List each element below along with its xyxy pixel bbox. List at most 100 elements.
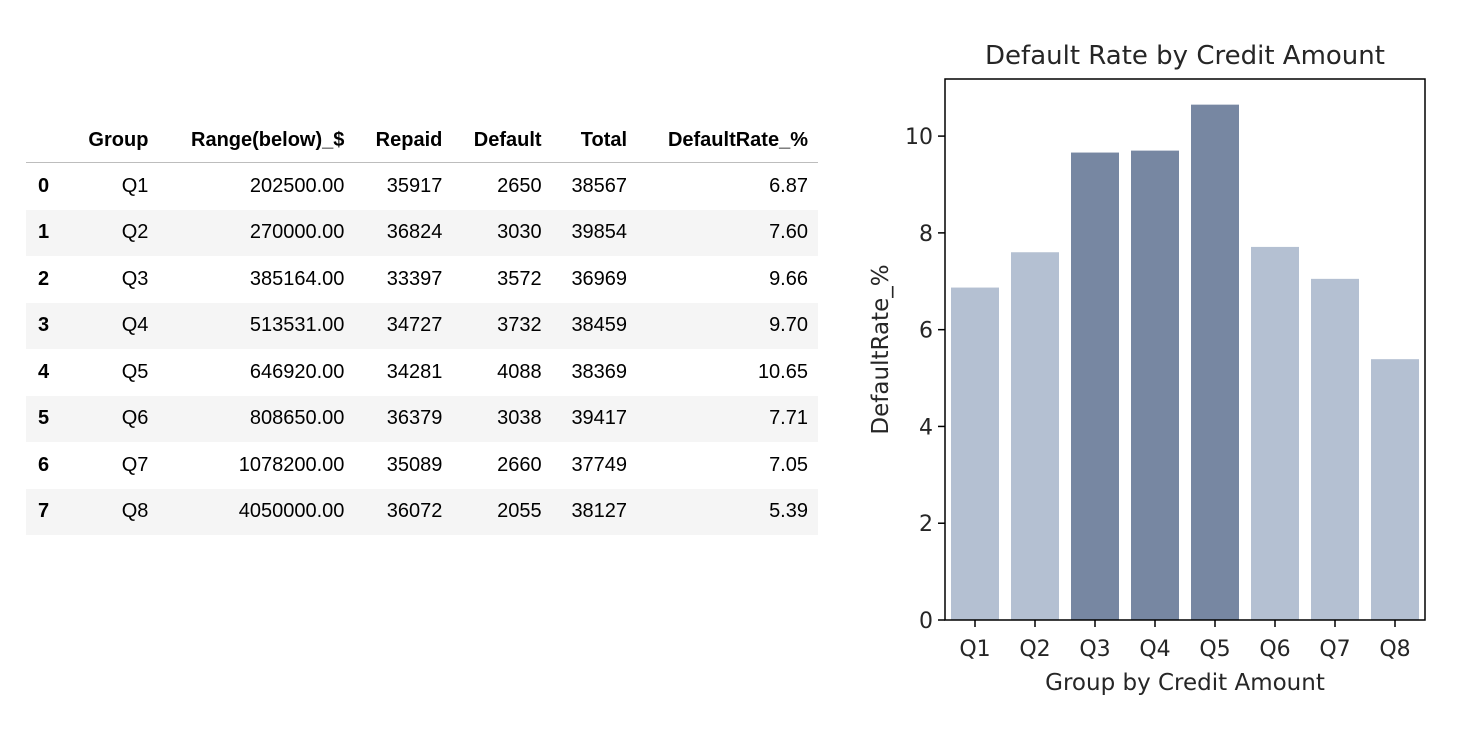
table-cell-total: 38459 [571, 314, 628, 337]
x-tick-label-q1: Q1 [959, 637, 990, 662]
table-cell-index: 0 [38, 174, 50, 197]
y-tick-label: 2 [919, 512, 933, 537]
y-tick-label: 8 [919, 222, 933, 247]
table-row: 4 Q5 646920.00 34281 4088 38369 10.65 [26, 349, 818, 396]
table-cell-default: 3038 [497, 407, 542, 430]
table-cell-repaid: 35917 [386, 174, 443, 197]
table-cell-repaid: 36824 [386, 221, 443, 244]
column-header-defaultrate: DefaultRate_% [637, 118, 818, 163]
table-cell-repaid: 35089 [386, 453, 443, 476]
bar-q5 [1191, 104, 1239, 621]
table-row: 5 Q6 808650.00 36379 3038 39417 7.71 [26, 395, 818, 442]
table-cell-group: Q4 [121, 314, 149, 337]
table-cell-default: 2660 [497, 453, 542, 476]
table-cell-defaultrate: 7.71 [769, 407, 808, 430]
table-row: 0 Q1 202500.00 35917 2650 38567 6.87 [26, 163, 818, 210]
table-cell-total: 38567 [571, 174, 628, 197]
table-cell-group: Q7 [121, 453, 149, 476]
table-cell-defaultrate: 9.70 [769, 314, 808, 337]
bar-q3 [1071, 152, 1119, 620]
table-cell-range: 202500.00 [249, 174, 345, 197]
table-cell-defaultrate: 10.65 [757, 360, 808, 383]
table-cell-total: 38127 [571, 500, 628, 523]
table-cell-range: 4050000.00 [238, 500, 345, 523]
table-cell-defaultrate: 7.05 [769, 453, 808, 476]
table-cell-total: 36969 [571, 267, 628, 290]
table-row: 3 Q4 513531.00 34727 3732 38459 9.70 [26, 302, 818, 349]
table-cell-group: Q2 [121, 221, 149, 244]
table-cell-range: 270000.00 [249, 221, 345, 244]
column-header-range: Range(below)_$ [158, 118, 355, 163]
table-cell-group: Q5 [121, 360, 149, 383]
x-tick-label-q8: Q8 [1379, 637, 1410, 662]
table-cell-range: 1078200.00 [238, 453, 345, 476]
column-header-index [26, 118, 68, 163]
dataframe-table: Group Range(below)_$ Repaid Default Tota… [26, 118, 818, 535]
table-cell-index: 1 [38, 221, 50, 244]
y-tick-label: 4 [919, 415, 933, 440]
bar-chart: Default Rate by Credit Amount 0 2 4 6 8 10 Q1 Q2… [860, 30, 1450, 720]
table-cell-range: 513531.00 [249, 314, 345, 337]
table-cell-defaultrate: 6.87 [769, 174, 808, 197]
table-cell-index: 6 [38, 453, 50, 476]
table-cell-group: Q1 [121, 174, 149, 197]
table-cell-repaid: 36379 [386, 407, 443, 430]
bar-q4 [1131, 150, 1179, 620]
column-header-group: Group [68, 118, 159, 163]
table-cell-defaultrate: 9.66 [769, 267, 808, 290]
x-tick-label-q6: Q6 [1259, 637, 1290, 662]
bar-chart-svg: Default Rate by Credit Amount 0 2 4 6 8 10 Q1 Q2… [868, 41, 1426, 696]
table-cell-index: 5 [38, 407, 50, 430]
table-cell-group: Q8 [121, 500, 149, 523]
table-row: 2 Q3 385164.00 33397 3572 36969 9.66 [26, 256, 818, 303]
chart-title: Default Rate by Credit Amount [985, 41, 1385, 71]
table-cell-range: 385164.00 [249, 267, 345, 290]
bar-q6 [1251, 246, 1299, 620]
column-header-total: Total [551, 118, 638, 163]
table-cell-range: 646920.00 [249, 360, 345, 383]
y-tick-label: 6 [919, 319, 933, 344]
column-header-default: Default [452, 118, 552, 163]
table-cell-default: 3572 [497, 267, 542, 290]
table-cell-index: 3 [38, 314, 50, 337]
y-axis-label: DefaultRate_% [868, 264, 894, 434]
plot-frame [944, 78, 1426, 621]
table-cell-repaid: 34281 [386, 360, 443, 383]
table-cell-repaid: 36072 [386, 500, 443, 523]
x-tick-label-q4: Q4 [1139, 637, 1170, 662]
table-cell-default: 3030 [497, 221, 542, 244]
table-cell-group: Q6 [121, 407, 149, 430]
bar-q1 [951, 287, 999, 620]
bar-q8 [1371, 359, 1419, 620]
y-tick-label: 10 [905, 125, 933, 150]
table-cell-repaid: 33397 [386, 267, 443, 290]
table-cell-total: 38369 [571, 360, 628, 383]
y-tick-label: 0 [919, 609, 933, 634]
x-tick-label-q5: Q5 [1199, 637, 1230, 662]
bar-q7 [1311, 278, 1359, 620]
table-cell-default: 4088 [497, 360, 542, 383]
column-header-repaid: Repaid [354, 118, 453, 163]
table-cell-repaid: 34727 [386, 314, 443, 337]
table-cell-total: 37749 [571, 453, 628, 476]
table-cell-defaultrate: 5.39 [769, 500, 808, 523]
table-cell-total: 39417 [571, 407, 628, 430]
x-axis-label: Group by Credit Amount [1045, 670, 1325, 696]
table-cell-defaultrate: 7.60 [769, 221, 808, 244]
table-row: 6 Q7 1078200.00 35089 2660 37749 7.05 [26, 442, 818, 489]
table-cell-index: 7 [38, 500, 50, 523]
dataframe-table-container: Group Range(below)_$ Repaid Default Tota… [26, 118, 818, 535]
table-cell-total: 39854 [571, 221, 628, 244]
bar-q2 [1011, 252, 1059, 620]
table-header-row: Group Range(below)_$ Repaid Default Tota… [26, 118, 818, 163]
table-cell-group: Q3 [121, 267, 149, 290]
x-tick-label-q2: Q2 [1019, 637, 1050, 662]
table-cell-index: 4 [38, 360, 50, 383]
table-cell-index: 2 [38, 267, 50, 290]
x-tick-label-q3: Q3 [1079, 637, 1110, 662]
table-cell-default: 2055 [497, 500, 542, 523]
table-cell-range: 808650.00 [249, 407, 345, 430]
table-row: 1 Q2 270000.00 36824 3030 39854 7.60 [26, 209, 818, 256]
table-cell-default: 2650 [497, 174, 542, 197]
table-cell-default: 3732 [497, 314, 542, 337]
